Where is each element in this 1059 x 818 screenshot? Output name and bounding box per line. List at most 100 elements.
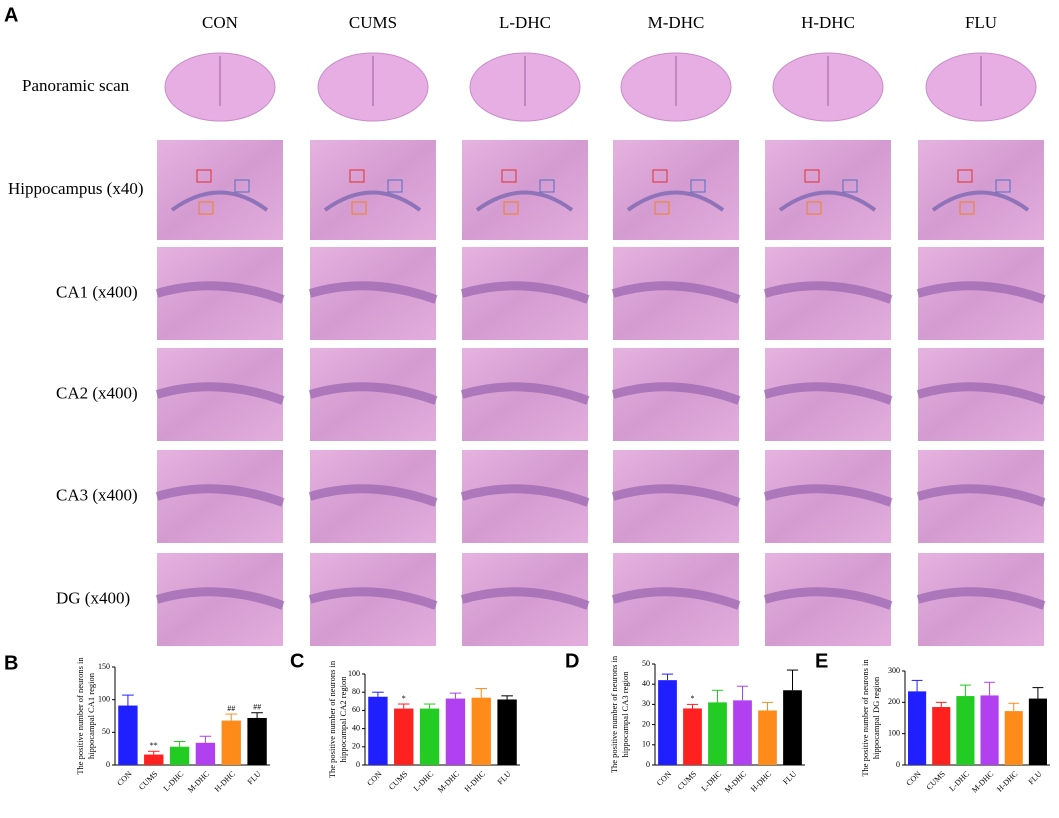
bar (221, 720, 241, 765)
bar (368, 696, 388, 765)
x-tick-label: M-DHC (186, 769, 211, 794)
x-tick-label: CUMS (387, 769, 409, 791)
roi (804, 169, 820, 183)
y-tick-label: 50 (642, 659, 650, 668)
x-tick-label: CON (365, 769, 383, 787)
x-tick-label: M-DHC (970, 769, 995, 794)
bar (658, 680, 677, 765)
bar (247, 717, 267, 765)
bar (419, 708, 440, 765)
column-label: L-DHC (499, 13, 551, 32)
x-tick-label: CUMS (925, 769, 947, 791)
x-tick-label: FLU (496, 769, 513, 786)
y-axis-label: hippocampal DG region (871, 676, 881, 759)
cell-layer (308, 484, 438, 507)
y-tick-label: 50 (102, 727, 110, 736)
bar (394, 708, 414, 765)
y-axis-label: hippocampal CA3 region (620, 671, 630, 758)
panel-label: B (4, 652, 18, 674)
cell-layer (460, 587, 590, 610)
x-tick-label: M-DHC (436, 769, 461, 794)
significance-label: * (691, 694, 695, 703)
x-tick-label: CUMS (137, 769, 159, 791)
y-tick-label: 300 (888, 666, 900, 675)
cell-layer (308, 587, 438, 610)
x-tick-label: CON (655, 769, 673, 787)
bar (932, 707, 951, 765)
y-tick-label: 0 (646, 760, 650, 769)
y-tick-label: 20 (642, 719, 650, 728)
x-tick-label: H-DHC (749, 769, 773, 793)
hippocampus (778, 190, 877, 212)
roi (690, 179, 706, 193)
significance-label: ** (150, 741, 158, 750)
roi (196, 169, 212, 183)
hippocampus (475, 190, 574, 212)
y-tick-label: 30 (642, 699, 650, 708)
cell-layer (308, 382, 438, 405)
x-tick-label: FLU (781, 769, 798, 786)
x-tick-label: CON (115, 769, 133, 787)
y-tick-label: 40 (642, 679, 650, 688)
y-axis-label: The positive number of neurons in (860, 659, 870, 777)
roi (995, 179, 1011, 193)
y-axis-label: The positive number of neurons in (327, 660, 337, 778)
bar (169, 746, 190, 765)
y-tick-label: 100 (888, 728, 900, 737)
significance-label: * (402, 694, 406, 703)
roi (349, 169, 365, 183)
roi (351, 201, 367, 215)
roi (539, 179, 555, 193)
bar (980, 695, 999, 765)
x-tick-label: FLU (246, 769, 263, 786)
bar (758, 710, 777, 765)
y-axis-label: The positive number of neurons in (609, 655, 619, 773)
x-tick-label: L-DHC (700, 769, 724, 793)
y-tick-label: 100 (348, 669, 360, 678)
bar (956, 696, 975, 765)
y-tick-label: 0 (356, 760, 360, 769)
column-label: FLU (965, 13, 997, 32)
roi (652, 169, 668, 183)
roi (503, 201, 519, 215)
roi (198, 201, 214, 215)
cell-layer (460, 382, 590, 405)
charts: B The positive number of neurons in hippoc… (4, 650, 1050, 795)
x-tick-label: H-DHC (995, 769, 1019, 793)
roi (501, 169, 517, 183)
row-label: DG (x400) (56, 588, 130, 607)
roi (234, 179, 250, 193)
hippocampus (323, 190, 422, 212)
roi (387, 179, 403, 193)
roi (654, 201, 670, 215)
panel-label: C (290, 650, 304, 672)
micrograph (157, 140, 283, 240)
y-tick-label: 200 (888, 697, 900, 706)
x-tick-label: L-DHC (162, 769, 186, 793)
bar (118, 705, 138, 765)
y-tick-label: 20 (352, 742, 360, 751)
y-tick-label: 40 (352, 723, 360, 732)
roi (959, 201, 975, 215)
roi (957, 169, 973, 183)
cell-layer (611, 382, 741, 405)
cell-layer (611, 281, 741, 304)
y-tick-label: 80 (352, 687, 360, 696)
micrograph (765, 140, 891, 240)
cell-layer (611, 587, 741, 610)
micrograph (462, 140, 588, 240)
x-tick-label: CON (904, 769, 922, 787)
x-tick-label: H-DHC (463, 769, 487, 793)
micrograph (613, 140, 739, 240)
cell-layer (763, 281, 893, 304)
x-tick-label: L-DHC (947, 769, 971, 793)
significance-label: ## (227, 704, 235, 713)
cell-layer (916, 484, 1046, 507)
row-label: CA3 (x400) (56, 485, 138, 504)
cell-layer (763, 382, 893, 405)
hippocampus (626, 190, 725, 212)
row-label: CA1 (x400) (56, 282, 138, 301)
bar (783, 690, 802, 765)
column-label: CUMS (349, 13, 397, 32)
y-tick-label: 100 (98, 694, 110, 703)
